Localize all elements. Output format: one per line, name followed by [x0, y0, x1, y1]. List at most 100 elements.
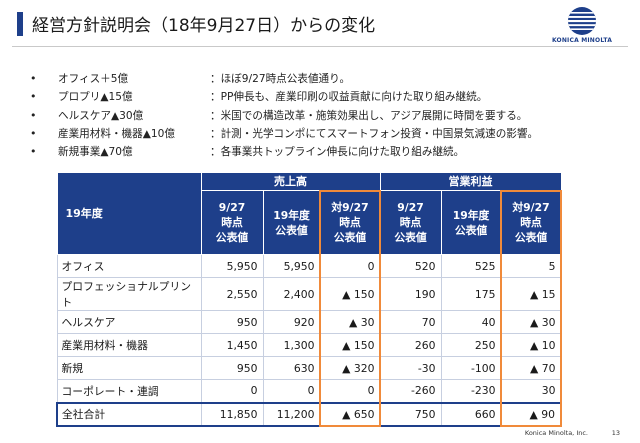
- table-cell: ▲ 15: [500, 277, 562, 311]
- column-header-line: 時点: [339, 216, 361, 229]
- table-cell: 190: [379, 277, 442, 311]
- column-header-line: 対9/27: [331, 201, 369, 214]
- bullet-mark: •: [30, 108, 37, 122]
- bullet-heading: プロプリ▲15億: [58, 91, 133, 104]
- bullet-mark: •: [30, 72, 37, 85]
- row-label: オフィス: [56, 254, 202, 278]
- title-divider: [12, 46, 628, 47]
- table-cell: 2,400: [262, 277, 321, 311]
- table-cell: 950: [200, 356, 264, 380]
- table-cell: ▲ 30: [500, 310, 562, 334]
- bullet-text: ：計測・光学コンポにてスマートフォン投資・中国景気減速の影響。: [210, 127, 539, 140]
- table-cell: ▲ 320: [319, 356, 381, 380]
- list-item: • プロプリ▲15億 ：PP伸長も、産業印刷の収益貢献に向けた取り組み継続。: [30, 88, 630, 106]
- footer-company: Konica Minolta, Inc.: [524, 429, 588, 437]
- bullet-heading: オフィス＋5億: [58, 73, 129, 85]
- table-cell: 630: [262, 356, 321, 380]
- table-cell: 950: [200, 310, 264, 334]
- globe-icon: [568, 7, 596, 35]
- table-row: プロフェッショナルプリント 2,550 2,400 ▲ 150 190 175 ▲ 15: [56, 277, 562, 311]
- table-cell: ▲ 150: [319, 277, 381, 311]
- bullet-list: • オフィス＋5億 ：ほぼ9/27時点公表値通り。 • プロプリ▲15億 ：PP…: [30, 70, 630, 161]
- year-header: 19年度: [56, 172, 202, 255]
- table-cell: 920: [262, 310, 321, 334]
- table-cell: -100: [440, 356, 502, 380]
- column-header-line: 19年度: [452, 208, 490, 222]
- column-header-line: 公表値: [394, 231, 427, 244]
- bullet-mark: •: [30, 126, 37, 140]
- table-cell: 520: [379, 254, 442, 278]
- column-header-row: 9/27 時点 公表値 19年度 公表値 対9/27 時点 公表値 9/27 時点 公表値 19年度公…: [57, 190, 562, 255]
- table-cell: -30: [379, 356, 442, 380]
- table-cell: ▲ 150: [319, 333, 381, 357]
- row-label: 産業用材料・機器: [56, 333, 202, 357]
- row-label: コーポレート・連調: [56, 379, 202, 403]
- table-row: オフィス 5,950 5,950 0 520 525 5: [56, 254, 562, 278]
- list-item: • 新規事業▲70億 ：各事業共トップライン伸長に向けた取り組み継続。: [30, 143, 630, 161]
- column-header-line: 公表値: [454, 223, 488, 237]
- table-cell: 11,850: [200, 401, 264, 427]
- column-header-line: 公表値: [215, 231, 249, 244]
- table-cell: ▲ 10: [500, 333, 562, 357]
- bullet-heading: ヘルスケア▲30億: [58, 109, 144, 122]
- column-header-line: 時点: [520, 216, 542, 229]
- table-cell: ▲ 650: [319, 401, 381, 427]
- table-cell: 0: [262, 379, 321, 403]
- table-cell: -230: [440, 379, 502, 403]
- financial-table: 19年度 売上高 営業利益 9/27 時点 公表値 19年度 公表値 対9/27 時点 公表値…: [56, 172, 563, 427]
- table-cell: 175: [440, 277, 502, 311]
- table-body: オフィス 5,950 5,950 0 520 525 5 プロフェッショナルプリント 2,550…: [56, 254, 563, 427]
- bullet-heading: 新規事業▲70億: [58, 146, 133, 159]
- column-header-line: 9/27: [218, 201, 246, 214]
- bullet-text: ：PP伸長も、産業印刷の収益貢献に向けた取り組み継続。: [210, 91, 488, 104]
- list-item: • 産業用材料・機器▲10億 ：計測・光学コンポにてスマートフォン投資・中国景気…: [30, 125, 630, 143]
- table-row: 産業用材料・機器 1,450 1,300 ▲ 150 260 250 ▲ 10: [56, 333, 562, 357]
- list-item: • ヘルスケア▲30億 ：米国での構造改革・施策効果出し、アジア展開に時間を要す…: [30, 107, 630, 125]
- bullet-mark: •: [30, 90, 37, 104]
- table-cell: 1,300: [262, 333, 321, 357]
- bullet-text: ：米国での構造改革・施策効果出し、アジア展開に時間を要する。: [210, 109, 528, 122]
- table-row: 全社合計 11,850 11,200 ▲ 650 750 660 ▲ 90: [56, 401, 563, 427]
- column-header: 対9/27 時点公表値: [319, 190, 381, 255]
- column-header: 9/27 時点公表値: [200, 190, 264, 255]
- logo-wordmark: KONICA MINOLTA: [551, 37, 613, 44]
- table-cell: 250: [440, 333, 502, 357]
- group-header-sales: 売上高: [200, 172, 381, 191]
- table-cell: ▲ 30: [319, 310, 381, 334]
- table-cell: ▲ 90: [500, 401, 563, 427]
- column-header: 19年度 公表値: [262, 190, 321, 255]
- table-cell: 1,450: [200, 333, 264, 357]
- column-header-line: 時点: [221, 216, 243, 229]
- table-cell: 11,200: [262, 401, 321, 427]
- column-header: 9/27 時点 公表値: [379, 190, 442, 255]
- group-header-operating-profit: 営業利益: [379, 172, 562, 191]
- column-header-line: 公表値: [275, 223, 308, 237]
- company-logo: KONICA MINOLTA: [546, 6, 618, 46]
- slide-header: 経営方針説明会（18年9月27日）からの変化 KONICA MINOLTA: [0, 0, 640, 48]
- column-header-line: 対9/27: [512, 201, 550, 214]
- page-number: 13: [611, 429, 620, 437]
- bullet-heading: 産業用材料・機器▲10億: [58, 127, 175, 140]
- row-label: ヘルスケア: [56, 310, 202, 334]
- table-cell: 750: [379, 401, 442, 427]
- column-header-line: 公表値: [333, 231, 367, 244]
- table-cell: 40: [440, 310, 502, 334]
- bullet-text: ：各事業共トップライン伸長に向けた取り組み継続。: [210, 146, 465, 159]
- row-label: 新規: [56, 356, 202, 380]
- table-row: コーポレート・連調 0 0 0 -260 -230 30: [56, 379, 562, 403]
- table-cell: 260: [379, 333, 442, 357]
- table-cell: 5,950: [262, 254, 321, 278]
- column-header: 対9/27 時点 公表値: [500, 190, 562, 255]
- table-row: 新規 950 630 ▲ 320 -30 -100 ▲ 70: [56, 356, 562, 380]
- table-cell: 2,550: [200, 277, 264, 311]
- table-cell: ▲ 70: [500, 356, 562, 380]
- bullet-text: ：ほぼ9/27時点公表値通り。: [210, 73, 351, 85]
- table-row: ヘルスケア 950 920 ▲ 30 70 40 ▲ 30: [56, 310, 562, 334]
- table-cell: 0: [319, 254, 381, 278]
- slide-title: 経営方針説明会（18年9月27日）からの変化: [32, 16, 376, 36]
- table-cell: 0: [319, 379, 381, 403]
- column-header-line: 19年度: [273, 208, 310, 222]
- table-cell: 0: [200, 379, 264, 403]
- table-cell: -260: [379, 379, 442, 403]
- column-header: 19年度 公表値: [440, 190, 502, 255]
